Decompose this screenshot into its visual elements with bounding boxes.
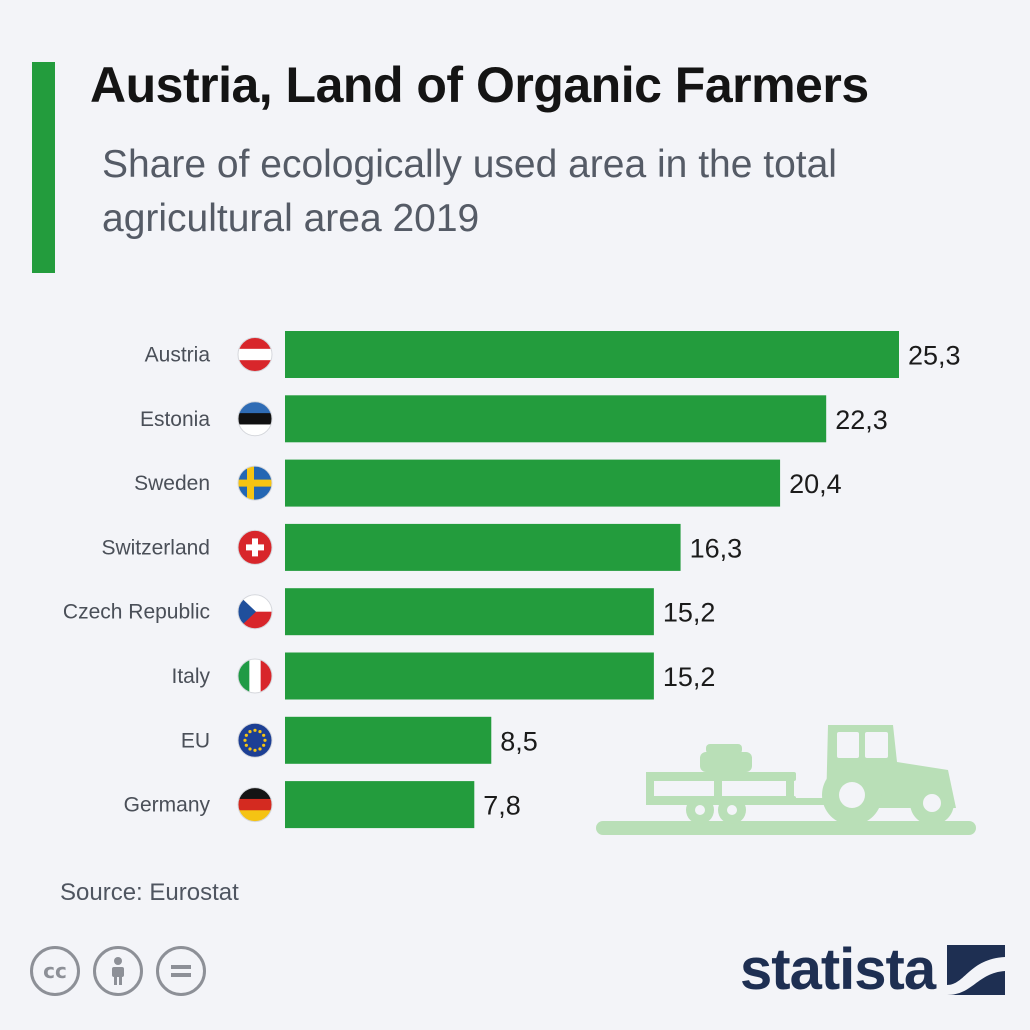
value-label: 15,2 xyxy=(663,662,716,692)
category-label: Estonia xyxy=(140,408,210,431)
value-label: 16,3 xyxy=(690,533,743,563)
tractor-windows xyxy=(695,732,941,815)
chart-title: Austria, Land of Organic Farmers xyxy=(90,57,869,113)
italy-flag-icon xyxy=(237,658,273,694)
category-label: Germany xyxy=(124,794,211,817)
license-icons: cc xyxy=(30,946,206,996)
attribution-person-icon[interactable] xyxy=(93,946,143,996)
bar xyxy=(285,523,681,571)
estonia-flag-icon xyxy=(237,401,273,437)
bar xyxy=(285,652,654,700)
germany-flag-icon xyxy=(237,787,273,823)
chart-subtitle: Share of ecologically used area in the t… xyxy=(102,143,837,240)
category-label: Czech Republic xyxy=(63,601,210,624)
sweden-flag-icon xyxy=(237,465,273,501)
austria-flag-icon xyxy=(237,337,273,372)
value-label: 15,2 xyxy=(663,598,716,628)
bar xyxy=(285,588,654,636)
category-label: Switzerland xyxy=(101,536,210,559)
eu-flag-icon xyxy=(237,722,273,758)
switzerland-flag-icon xyxy=(237,529,273,565)
creative-commons-icon[interactable]: cc xyxy=(30,946,80,996)
value-label: 7,8 xyxy=(483,791,521,821)
bars-layer: Austria 25,3 Estonia 22,3 Sweden 20,4 Switzerl… xyxy=(63,331,961,829)
czech-republic-flag-icon xyxy=(237,594,273,630)
category-label: Sweden xyxy=(134,472,210,495)
tractor-illustration xyxy=(596,725,976,835)
bar xyxy=(285,395,827,443)
source-note: Source: Eurostat xyxy=(60,879,239,906)
category-label: Italy xyxy=(171,665,210,688)
bar xyxy=(285,331,899,378)
statista-logo[interactable]: statista xyxy=(740,937,1006,1002)
value-label: 25,3 xyxy=(908,341,961,371)
value-label: 22,3 xyxy=(835,405,888,435)
bar xyxy=(285,459,781,507)
bar xyxy=(285,781,475,829)
category-label: EU xyxy=(181,729,210,752)
value-label: 8,5 xyxy=(500,726,538,756)
brand-name: statista xyxy=(740,937,936,1002)
statista-logo-icon xyxy=(947,945,1006,995)
category-label: Austria xyxy=(145,344,211,367)
accent-bar xyxy=(32,62,55,273)
bar xyxy=(285,716,492,764)
value-label: 20,4 xyxy=(789,469,842,499)
no-derivatives-icon[interactable] xyxy=(156,946,206,996)
